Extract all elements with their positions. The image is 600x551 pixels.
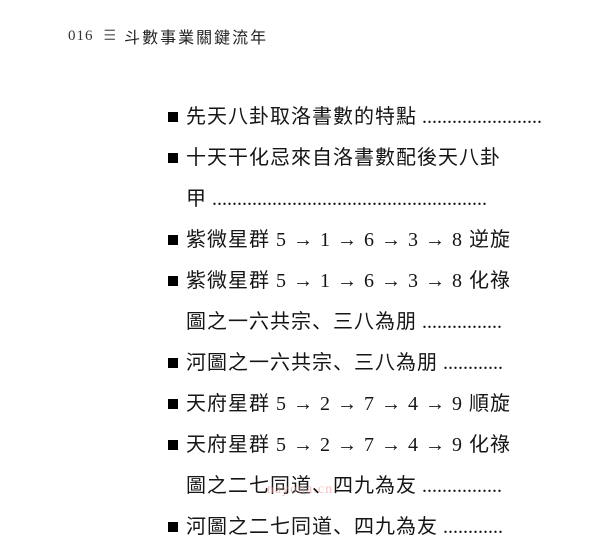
toc-continuation-text: 圖之一六共宗、三八為朋 ................ (186, 311, 502, 333)
toc-item-continuation: 圖之一六共宗、三八為朋 ................ (186, 305, 600, 340)
toc-item-continuation: 甲 ......................................… (186, 182, 600, 217)
bullet-icon (168, 358, 178, 368)
toc-item: 十天干化忌來自洛書數配後天八卦 (168, 141, 600, 176)
toc-item-text: 先天八卦取洛書數的特點 ........................ (186, 100, 542, 135)
toc-continuation-text: 甲 ......................................… (186, 188, 487, 210)
toc-content: 先天八卦取洛書數的特點 ........................ 十天干化… (168, 100, 600, 551)
bullet-icon (168, 112, 178, 122)
leader-dots: ............ (438, 516, 503, 538)
bullet-icon (168, 522, 178, 532)
toc-item: 紫微星群 5 → 1 → 6 → 3 → 8 化祿 (168, 264, 600, 299)
toc-item: 河圖之二七同道、四九為友 ............ (168, 510, 600, 545)
toc-list: 先天八卦取洛書數的特點 ........................ 十天干化… (168, 100, 600, 545)
page-container: 016 ☰ 斗數事業關鍵流年 先天八卦取洛書數的特點 .............… (0, 0, 600, 500)
leader-dots: ................ (417, 475, 502, 497)
toc-item-text: 河圖之一六共宗、三八為朋 ............ (186, 346, 503, 381)
toc-continuation-text: 圖之二七同道、四九為友 ................ (186, 475, 502, 497)
leader-dots: ............ (438, 352, 503, 374)
toc-item: 天府星群 5 → 2 → 7 → 4 → 9 化祿 (168, 428, 600, 463)
toc-item-text: 河圖之二七同道、四九為友 ............ (186, 510, 503, 545)
leader-dots: ........................................… (207, 188, 487, 210)
toc-item-text: 十天干化忌來自洛書數配後天八卦 (186, 141, 501, 176)
toc-item: 先天八卦取洛書數的特點 ........................ (168, 100, 600, 135)
bullet-icon (168, 276, 178, 286)
toc-item: 天府星群 5 → 2 → 7 → 4 → 9 順旋 (168, 387, 600, 422)
page-number: 016 (68, 28, 94, 45)
leader-dots: ................ (417, 311, 502, 333)
toc-item-text: 紫微星群 5 → 1 → 6 → 3 → 8 化祿 (186, 264, 511, 299)
toc-item: 河圖之一六共宗、三八為朋 ............ (168, 346, 600, 381)
bullet-icon (168, 440, 178, 450)
toc-item-text: 天府星群 5 → 2 → 7 → 4 → 9 化祿 (186, 428, 511, 463)
toc-item-continuation: 圖之二七同道、四九為友 ................ (186, 469, 600, 504)
bullet-icon (168, 399, 178, 409)
leader-dots: ........................ (417, 106, 542, 128)
watermark-text: nayona.cn (267, 482, 333, 498)
bullet-icon (168, 153, 178, 163)
toc-item-text: 紫微星群 5 → 1 → 6 → 3 → 8 逆旋 (186, 223, 511, 258)
trigram-icon: ☰ (104, 28, 115, 45)
page-header: 016 ☰ 斗數事業關鍵流年 (68, 24, 268, 48)
bullet-icon (168, 235, 178, 245)
toc-item: 紫微星群 5 → 1 → 6 → 3 → 8 逆旋 (168, 223, 600, 258)
header-title: 斗數事業關鍵流年 (124, 24, 268, 48)
toc-item-text: 天府星群 5 → 2 → 7 → 4 → 9 順旋 (186, 387, 511, 422)
